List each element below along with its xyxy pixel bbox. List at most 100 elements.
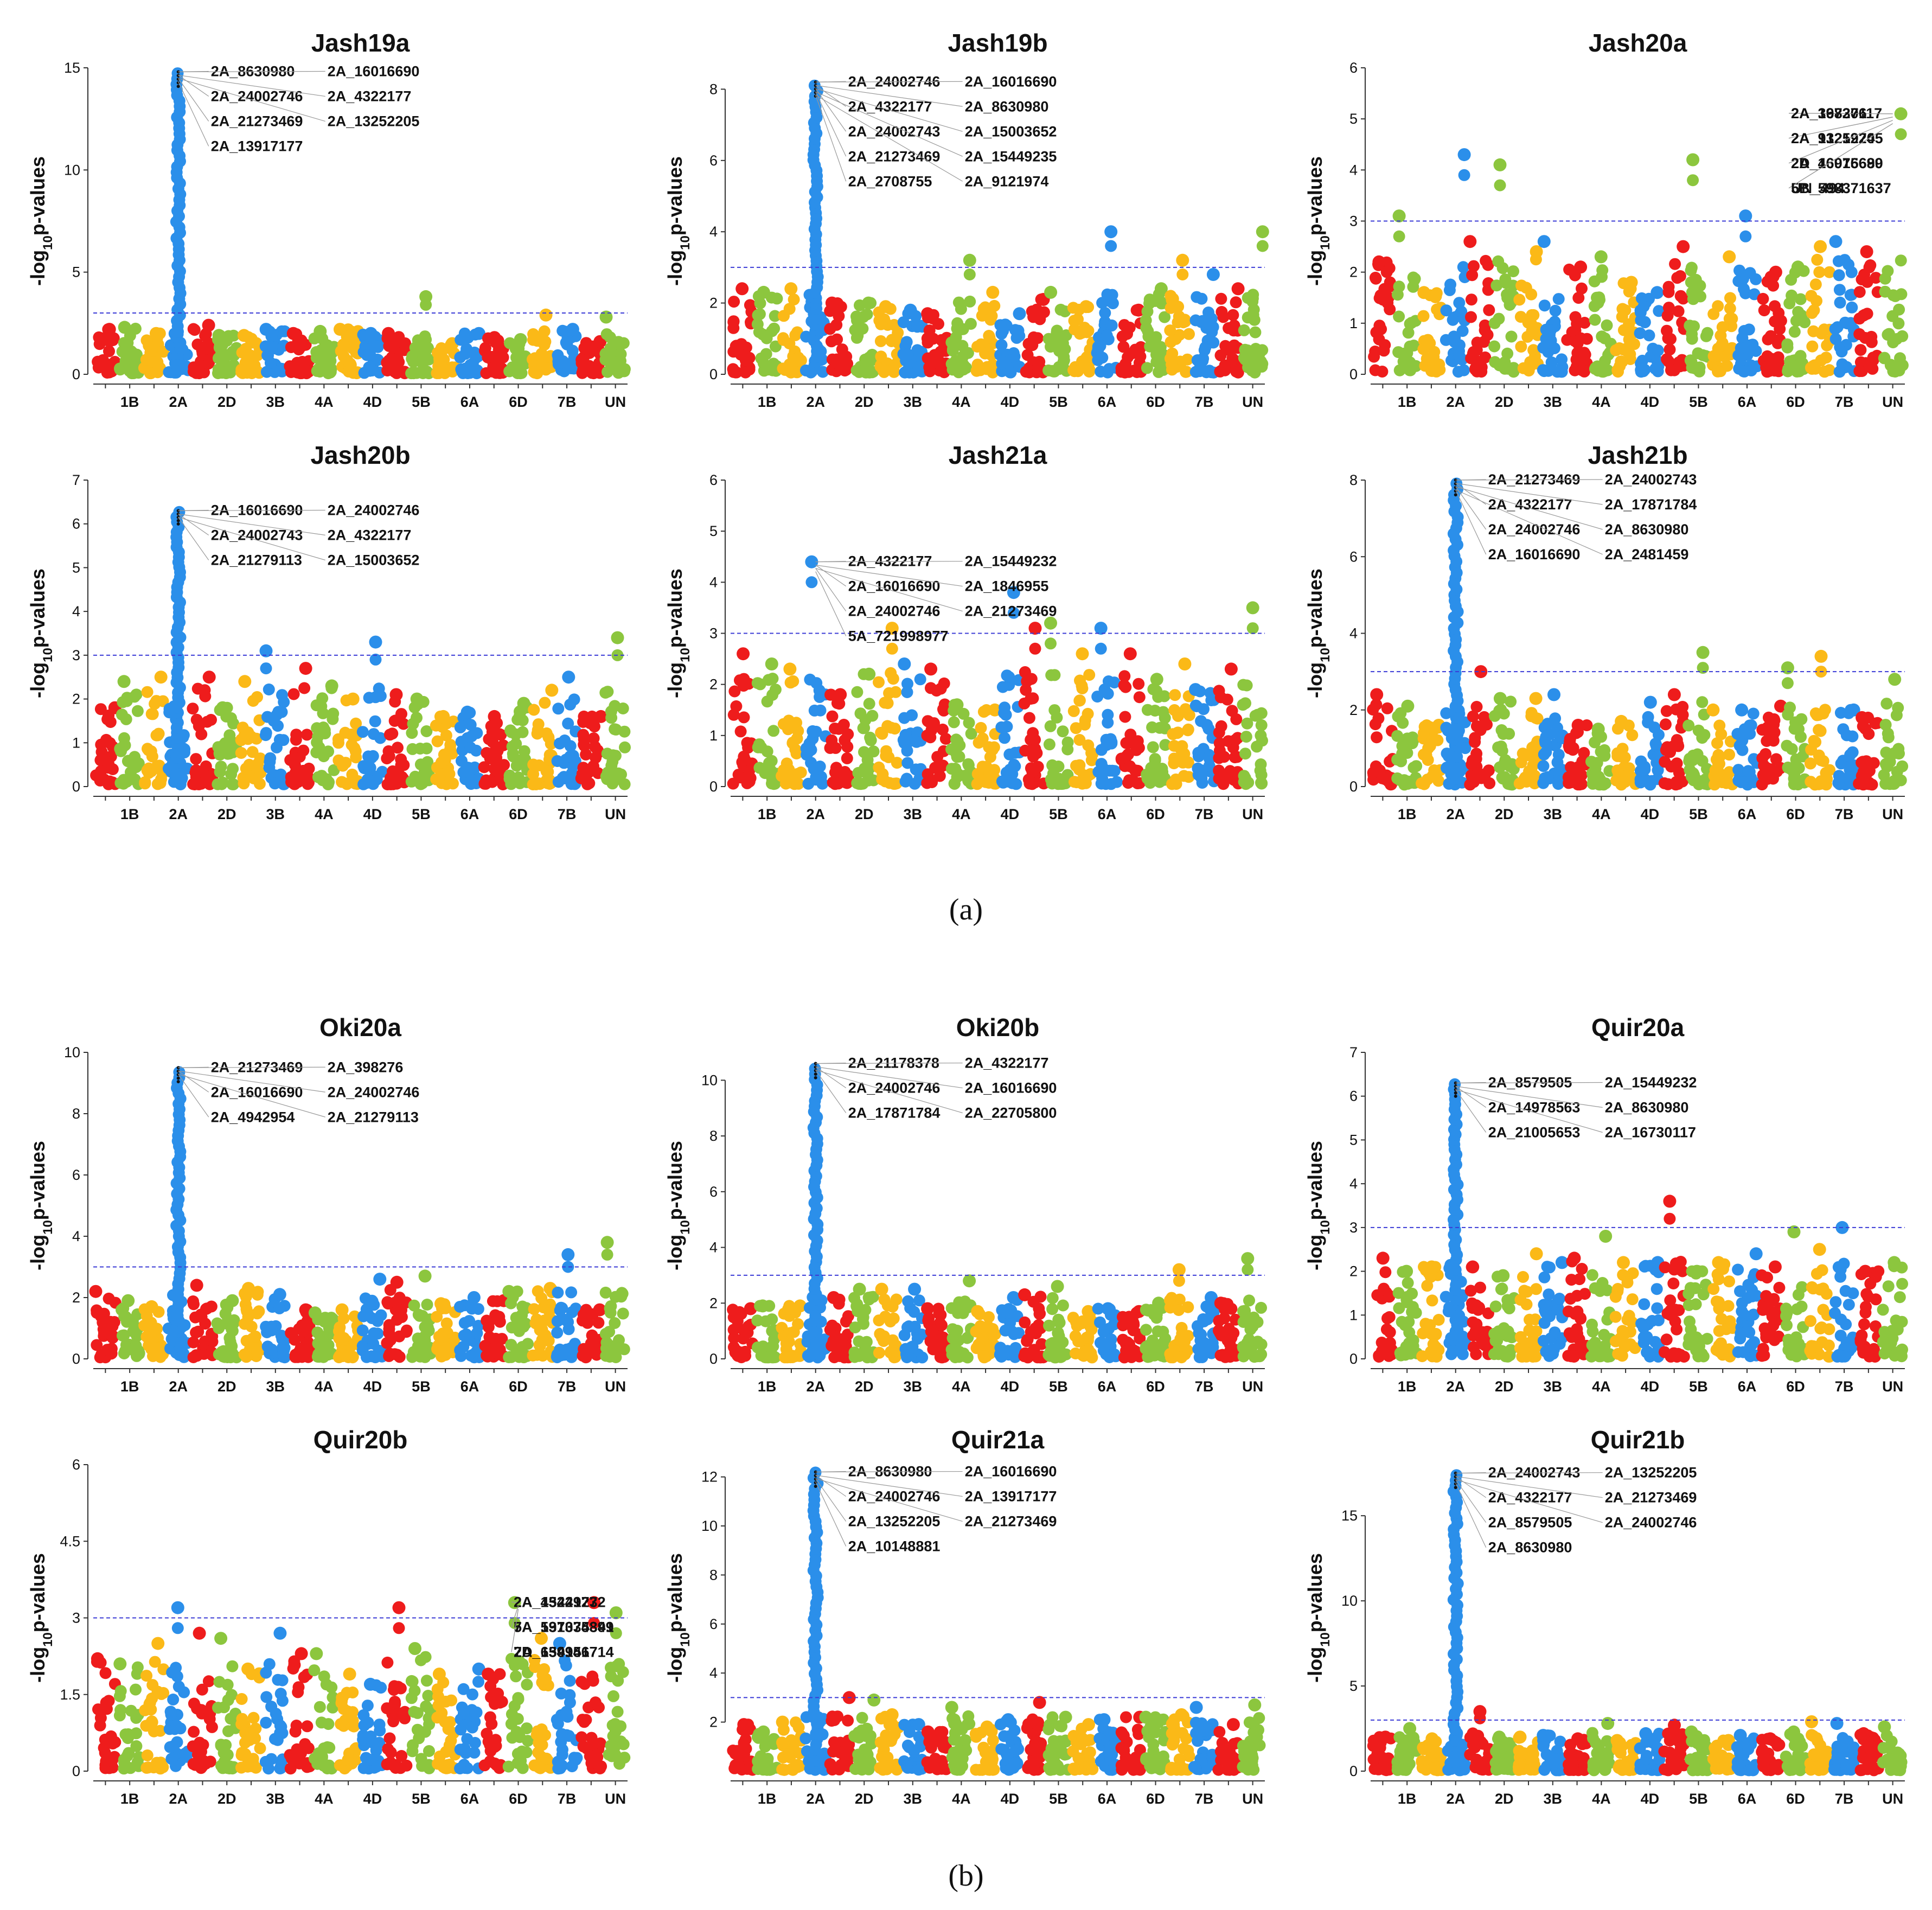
snp-point-5B [413, 1309, 426, 1322]
snp-point-2B [202, 670, 216, 684]
y-tick-label: 5 [72, 264, 80, 280]
snp-point-2A [1456, 325, 1469, 337]
significant-snp-marker [1454, 493, 1457, 497]
snp-point-6D [510, 1312, 522, 1324]
snp-point-7A [1805, 290, 1818, 302]
snp-point-6D [1152, 691, 1165, 703]
x-tick-label: 3B [266, 394, 285, 410]
snp-point-5D [1723, 250, 1736, 264]
x-tick-label: UN [1882, 394, 1903, 410]
snp-point-6D [1790, 315, 1802, 327]
snp-point-1B [1409, 272, 1421, 285]
snp-point-1D [140, 334, 153, 347]
snp-point-5B [1686, 333, 1698, 345]
snp-point-5D [433, 366, 445, 379]
snp-point-4D [995, 339, 1008, 352]
snp-point-1A [1369, 364, 1381, 376]
snp-point-3B [906, 709, 918, 721]
snp-annotations: 2A_167301172A_3982762A_91219742A_1325220… [1788, 105, 1893, 196]
snp-point-4D [1648, 721, 1661, 734]
snp-point-4B [988, 741, 1000, 753]
y-tick-label: 3 [72, 647, 80, 663]
snp-point-4D [1649, 362, 1661, 375]
snp-point-UN [1240, 731, 1252, 743]
snp-point-6A [1735, 703, 1749, 717]
snp-point-7A [539, 697, 551, 709]
snp-point-UN [1239, 697, 1251, 710]
snp-point-1D [152, 1342, 164, 1355]
snp-point-2A [1453, 349, 1466, 361]
snp-point-3B [1537, 235, 1551, 248]
snp-point-4A [951, 736, 963, 748]
y-tick-label: 6 [72, 516, 80, 532]
snp-point-5B [1696, 696, 1709, 708]
snp-point-3A [873, 314, 886, 327]
snp-point-2B [1483, 304, 1495, 316]
snp-point-7D [1218, 363, 1231, 376]
snp-point-4B [1623, 318, 1635, 330]
snp-point-3A [877, 768, 889, 781]
snp-point-5B [1057, 725, 1069, 738]
snp-point-2A [1457, 148, 1471, 162]
snp-point-6B [482, 351, 494, 363]
snp-points [92, 67, 631, 380]
snp-point-2B [189, 1311, 202, 1324]
snp-point-5B [420, 298, 432, 311]
snp-point-7B [1837, 723, 1850, 736]
snp-point-1B [123, 1313, 136, 1326]
snp-point-3A [240, 1351, 253, 1363]
x-tick-label: 1B [758, 1378, 777, 1395]
snp-point-5D [1709, 764, 1722, 776]
x-tick-label: 2D [855, 394, 874, 410]
snp-annotation-label: 2A_15449235 [965, 148, 1057, 164]
snp-point-3D [1570, 769, 1582, 781]
snp-point-UN [1250, 343, 1262, 355]
snp-point-1B [760, 348, 772, 360]
y-axis-label: -log10p-values [27, 1141, 55, 1270]
snp-point-7A [1166, 347, 1179, 360]
snp-point-7B [1194, 769, 1206, 781]
y-tick-label: 1 [1349, 315, 1358, 331]
snp-point-5D [1068, 315, 1080, 327]
snp-point-6B [479, 777, 492, 790]
snp-point-1D [1426, 365, 1438, 377]
snp-point-6A [465, 730, 478, 743]
snp-annotation-label: 2A_398276 [1791, 105, 1867, 122]
significant-snp-marker [176, 1080, 180, 1083]
snp-point-7A [539, 308, 553, 322]
snp-point-UN [602, 686, 614, 698]
snp-point-UN [600, 328, 613, 341]
snp-point-7B [1829, 235, 1843, 248]
snp-point-4D [1649, 737, 1662, 750]
snp-point-UN [1894, 107, 1908, 120]
snp-point-5A [1034, 313, 1046, 325]
snp-point-6A [1102, 687, 1114, 700]
snp-point-5D [434, 1345, 446, 1358]
snp-point-5A [395, 708, 407, 720]
snp-point-5D [431, 735, 444, 748]
snp-point-1A [728, 296, 740, 308]
snp-point-7B [1833, 269, 1845, 282]
snp-point-1A [103, 359, 116, 371]
y-tick-label: 0 [1349, 778, 1358, 795]
snp-point-1B [1404, 318, 1416, 330]
snp-point-3D [293, 773, 305, 785]
snp-point-6A [458, 1330, 470, 1342]
snp-point-3A [246, 367, 258, 379]
snp-point-6D [503, 1351, 515, 1363]
snp-point-6D [1788, 778, 1800, 790]
snp-point-1D [151, 760, 163, 772]
snp-point-7A [1176, 253, 1189, 267]
snp-point-5D [1070, 759, 1082, 772]
snp-point-UN [599, 1327, 612, 1340]
x-tick-label: 4D [363, 1378, 382, 1395]
snp-point-2D [222, 349, 234, 361]
snp-point-1A [100, 733, 112, 746]
snp-point-7B [566, 323, 579, 336]
snp-point-7B [562, 1323, 575, 1336]
snp-point-4B [1615, 778, 1628, 791]
snp-point-4D [369, 715, 381, 727]
snp-point-6A [466, 1302, 478, 1315]
x-tick-label: 3B [904, 806, 923, 822]
snp-point-6D [1791, 260, 1805, 274]
